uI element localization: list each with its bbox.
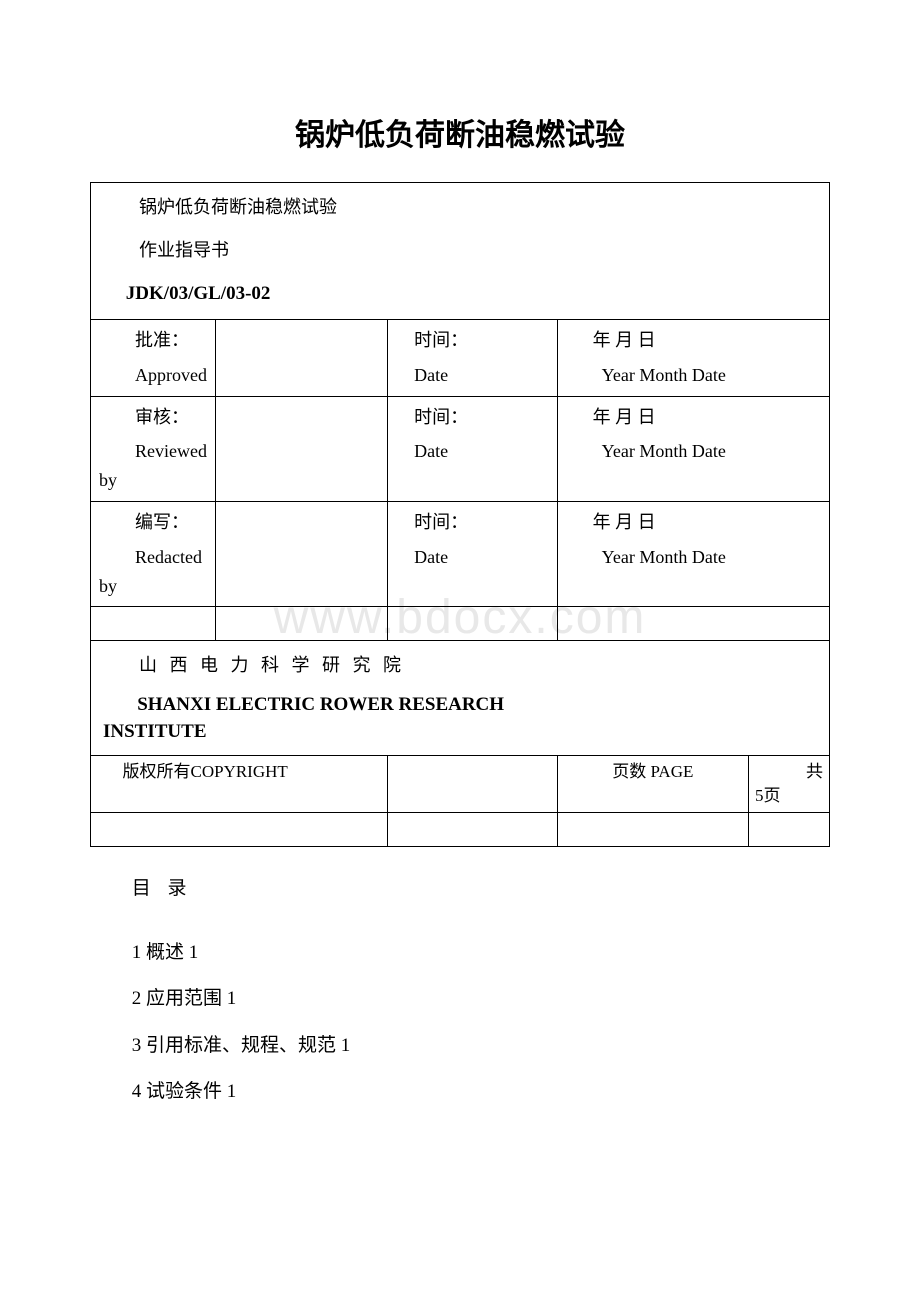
toc-item: 4 试验条件 1 bbox=[90, 1077, 830, 1107]
date-en: Year Month Date bbox=[566, 543, 821, 572]
sig-date-cell: 年 月 日 Year Month Date bbox=[557, 501, 829, 606]
header-doc-type: 作业指导书 bbox=[103, 236, 817, 265]
signature-row-redacted: 编写： Redacted by 时间： Date 年 月 日 Year Mont… bbox=[91, 501, 830, 606]
time-label-cn: 时间： bbox=[396, 326, 549, 355]
sig-time-cell: 时间： Date bbox=[388, 319, 558, 396]
document-content: 锅炉低负荷断油稳燃试验 锅炉低负荷断油稳燃试验 作业指导书 JDK/03/GL/… bbox=[90, 110, 830, 1108]
date-cn: 年 月 日 bbox=[566, 326, 821, 355]
header-block: 锅炉低负荷断油稳燃试验 作业指导书 JDK/03/GL/03-02 bbox=[91, 183, 830, 320]
date-cn: 年 月 日 bbox=[566, 508, 821, 537]
time-label-cn: 时间： bbox=[396, 508, 549, 537]
toc-item: 1 概述 1 bbox=[90, 938, 830, 968]
time-label-cn: 时间： bbox=[396, 403, 549, 432]
toc-item: 2 应用范围 1 bbox=[90, 984, 830, 1014]
signature-row-approved: 批准： Approved 时间： Date 年 月 日 Year Month D… bbox=[91, 319, 830, 396]
institute-name-en: SHANXI ELECTRIC ROWER RESEARCH INSTITUTE bbox=[103, 692, 817, 745]
time-label-en: Date bbox=[396, 437, 549, 466]
sig-label-cell: 审核： Reviewed by bbox=[91, 396, 216, 501]
institute-name-cn: 山 西 电 力 科 学 研 究 院 bbox=[103, 651, 817, 680]
empty-row bbox=[91, 607, 830, 641]
copyright-label: 版权所有COPYRIGHT bbox=[91, 756, 388, 813]
approval-table: 锅炉低负荷断油稳燃试验 作业指导书 JDK/03/GL/03-02 批准： Ap… bbox=[90, 182, 830, 847]
toc-item: 3 引用标准、规程、规范 1 bbox=[90, 1031, 830, 1061]
header-doc-title: 锅炉低负荷断油稳燃试验 bbox=[103, 193, 817, 222]
sig-time-cell: 时间： Date bbox=[388, 501, 558, 606]
institute-block: 山 西 电 力 科 学 研 究 院 SHANXI ELECTRIC ROWER … bbox=[91, 641, 830, 756]
page-label: 页数 PAGE bbox=[557, 756, 748, 813]
toc-heading: 目 录 bbox=[90, 873, 830, 900]
page-count: 共 5页 bbox=[748, 756, 829, 813]
sig-date-cell: 年 月 日 Year Month Date bbox=[557, 396, 829, 501]
institute-en-line1: SHANXI ELECTRIC ROWER RESEARCH bbox=[137, 694, 504, 715]
sig-name-cell bbox=[215, 319, 387, 396]
sig-name-cell bbox=[215, 501, 387, 606]
signature-row-reviewed: 审核： Reviewed by 时间： Date 年 月 日 Year Mont… bbox=[91, 396, 830, 501]
date-cn: 年 月 日 bbox=[566, 403, 821, 432]
page-title: 锅炉低负荷断油稳燃试验 bbox=[90, 110, 830, 154]
sig-label-cell: 编写： Redacted by bbox=[91, 501, 216, 606]
empty-row-bottom bbox=[91, 812, 830, 846]
header-doc-code: JDK/03/GL/03-02 bbox=[103, 279, 817, 309]
sig-label-en: Approved bbox=[99, 361, 207, 390]
sig-label-cn: 批准： bbox=[99, 326, 207, 355]
time-label-en: Date bbox=[396, 361, 549, 390]
sig-label-cn: 审核： bbox=[99, 403, 207, 432]
copyright-empty bbox=[388, 756, 558, 813]
sig-label-en: Redacted by bbox=[99, 543, 207, 601]
time-label-en: Date bbox=[396, 543, 549, 572]
copyright-row: 版权所有COPYRIGHT 页数 PAGE 共 5页 bbox=[91, 756, 830, 813]
sig-date-cell: 年 月 日 Year Month Date bbox=[557, 319, 829, 396]
sig-label-cn: 编写： bbox=[99, 508, 207, 537]
sig-label-en: Reviewed by bbox=[99, 437, 207, 495]
date-en: Year Month Date bbox=[566, 361, 821, 390]
sig-time-cell: 时间： Date bbox=[388, 396, 558, 501]
date-en: Year Month Date bbox=[566, 437, 821, 466]
sig-label-cell: 批准： Approved bbox=[91, 319, 216, 396]
institute-en-line2: INSTITUTE bbox=[103, 719, 817, 746]
sig-name-cell bbox=[215, 396, 387, 501]
